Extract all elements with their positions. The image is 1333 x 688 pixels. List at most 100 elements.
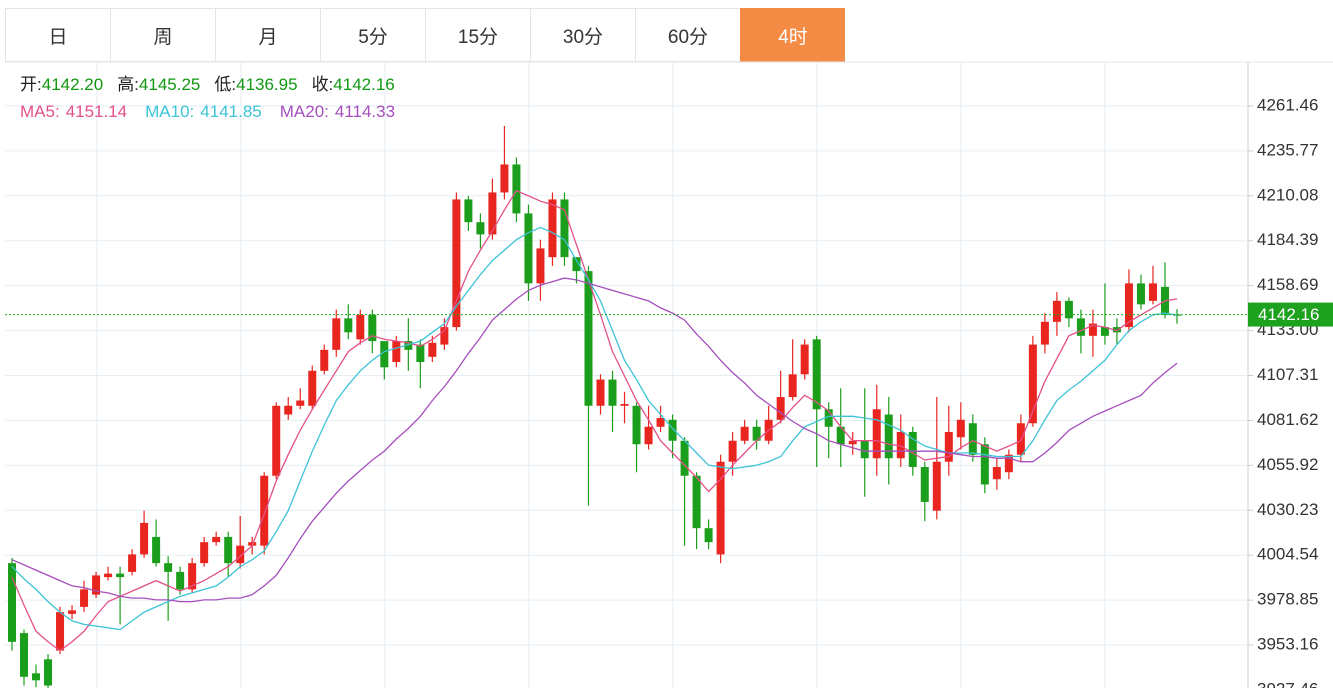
candle-body xyxy=(524,213,533,284)
candle-body xyxy=(32,673,41,681)
candle-body xyxy=(116,573,125,578)
ohlc-label: 收: xyxy=(312,75,334,94)
candle-body xyxy=(416,344,425,363)
candle-body xyxy=(368,314,377,342)
candle-body xyxy=(1100,327,1109,336)
candle-body xyxy=(260,475,269,546)
candle-body xyxy=(728,440,737,462)
candle-body xyxy=(404,341,413,350)
candle-body xyxy=(584,271,593,406)
candle-body xyxy=(1112,327,1121,333)
ohlc-label: 低: xyxy=(214,75,236,94)
candle-body xyxy=(188,563,197,590)
legend-label: MA10: xyxy=(145,102,194,121)
vertical-grid xyxy=(96,62,1106,688)
candle-body xyxy=(632,405,641,445)
y-tick-label: 3978.85 xyxy=(1257,590,1318,609)
candle-body xyxy=(944,432,953,462)
candle-body xyxy=(716,461,725,555)
candle-body xyxy=(464,199,473,223)
candle-body xyxy=(308,370,317,406)
ma-legend: MA5: 4151.14 MA10: 4141.85 MA20: 4114.33 xyxy=(20,102,395,121)
candle-body xyxy=(440,327,449,345)
candle-body xyxy=(20,633,29,677)
candle-body xyxy=(848,440,857,445)
ma-line xyxy=(11,189,1178,652)
candle-body xyxy=(668,419,677,441)
candle-body xyxy=(1064,300,1073,319)
candle-body xyxy=(1076,318,1085,336)
y-tick-label: 4107.31 xyxy=(1257,365,1318,384)
legend-value: 4114.33 xyxy=(335,102,395,121)
candle-body xyxy=(1124,283,1133,328)
candle-body xyxy=(776,397,785,420)
candle-body xyxy=(1136,283,1145,305)
ohlc-label: 高: xyxy=(117,75,139,94)
candle-body xyxy=(56,612,65,651)
legend-label: MA5: xyxy=(20,102,60,121)
candle-body xyxy=(872,409,881,459)
y-tick-label: 4210.08 xyxy=(1257,185,1318,204)
candle-body xyxy=(596,379,605,406)
candle-body xyxy=(836,426,845,445)
ohlc-value: 4142.20 xyxy=(42,75,103,94)
candle-body xyxy=(1148,283,1157,301)
candle-body xyxy=(164,563,173,572)
candle-body xyxy=(1040,321,1049,345)
ma-line xyxy=(11,226,1178,631)
ohlc-value: 4136.95 xyxy=(236,75,297,94)
ohlc-info: 开:4142.20 高:4145.25 低:4136.95 收:4142.16 xyxy=(20,75,395,94)
y-tick-label: 4158.69 xyxy=(1257,275,1318,294)
candle-body xyxy=(500,164,509,193)
candle-body xyxy=(932,461,941,511)
candle-body xyxy=(824,409,833,427)
candle-body xyxy=(896,432,905,459)
candle-body xyxy=(140,522,149,555)
timeframe-tab[interactable]: 5分 xyxy=(320,8,425,62)
candle-body xyxy=(992,466,1001,480)
candle-body xyxy=(272,405,281,476)
y-tick-label: 4184.39 xyxy=(1257,230,1318,249)
candle-body xyxy=(704,528,713,543)
timeframe-tab[interactable]: 60分 xyxy=(635,8,740,62)
candle-body xyxy=(152,536,161,564)
candle-body xyxy=(284,405,293,415)
y-tick-label: 4004.54 xyxy=(1257,545,1318,564)
legend-label: MA20: xyxy=(280,102,329,121)
candle-body xyxy=(560,199,569,258)
y-tick-label: 4235.77 xyxy=(1257,140,1318,159)
timeframe-tabs: 日周月 5分 15分 30分 60分 4时 xyxy=(5,8,845,62)
candle-body xyxy=(128,554,137,572)
candle-body xyxy=(536,248,545,284)
candle-body xyxy=(344,318,353,333)
candle-body xyxy=(788,374,797,398)
candle-body xyxy=(8,563,16,642)
candle-body xyxy=(620,404,629,406)
candle-body xyxy=(1088,323,1097,336)
candle-body xyxy=(656,418,665,427)
candle-body xyxy=(968,423,977,455)
candle-body xyxy=(1004,454,1013,473)
ohlc-value: 4145.25 xyxy=(139,75,200,94)
timeframe-tab[interactable]: 周 xyxy=(110,8,215,62)
timeframe-tab[interactable]: 4时 xyxy=(740,8,845,62)
candle-body xyxy=(452,199,461,328)
y-tick-label: 4030.23 xyxy=(1257,500,1318,519)
timeframe-tab[interactable]: 30分 xyxy=(530,8,635,62)
candle-body xyxy=(488,192,497,235)
candle-body xyxy=(1052,300,1061,322)
candle-body xyxy=(512,164,521,214)
candle-body xyxy=(680,440,689,476)
legend-value: 4141.85 xyxy=(200,102,261,121)
candle-body xyxy=(296,400,305,406)
timeframe-tab[interactable]: 日 xyxy=(5,8,110,62)
y-tick-label: 3927.46 xyxy=(1257,679,1318,688)
candle-body xyxy=(644,426,653,445)
candle-body xyxy=(44,659,53,686)
timeframe-tab[interactable]: 月 xyxy=(215,8,320,62)
candle-body xyxy=(572,257,581,272)
y-tick-label: 4055.92 xyxy=(1257,455,1318,474)
candle-body xyxy=(692,475,701,529)
y-tick-label: 3953.16 xyxy=(1257,635,1318,654)
